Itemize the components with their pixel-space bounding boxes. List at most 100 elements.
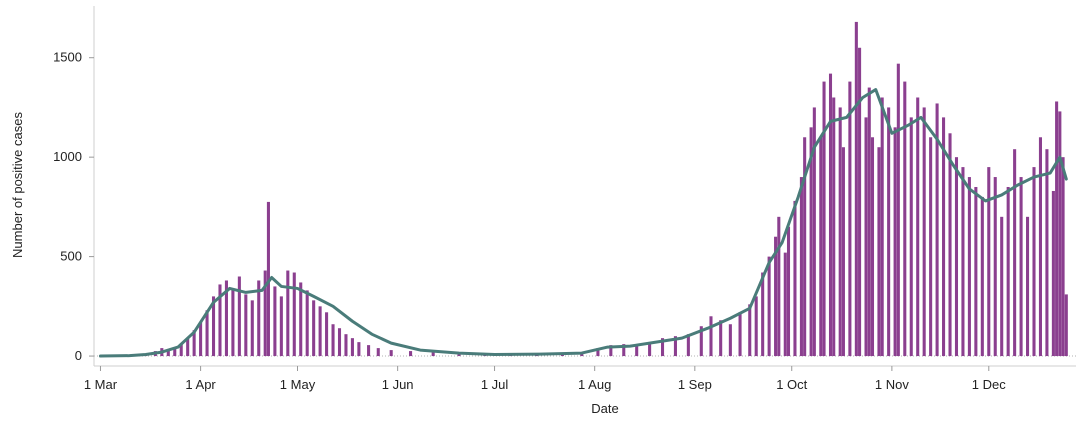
y-axis: 0 500 1000 1500 — [53, 6, 95, 366]
case-bar — [967, 177, 971, 357]
case-bar — [812, 107, 816, 357]
case-bar — [954, 157, 959, 357]
rolling-average-line — [98, 88, 1068, 358]
case-bar — [337, 328, 342, 357]
case-bar — [305, 290, 309, 357]
case-bar — [218, 284, 222, 357]
case-bar — [738, 312, 742, 357]
case-bar — [224, 280, 228, 357]
case-bar — [166, 350, 170, 357]
case-bar — [699, 326, 703, 357]
y-axis-title: Number of positive cases — [10, 112, 25, 258]
case-bar — [848, 81, 852, 357]
x-tick-label: 1 Nov — [875, 377, 909, 392]
case-bar — [870, 137, 875, 357]
case-bar — [767, 256, 771, 357]
case-bar — [903, 81, 907, 357]
case-bar — [648, 342, 652, 357]
case-bar — [858, 47, 862, 357]
case-bar — [660, 338, 665, 357]
x-tick-label: 1 Apr — [185, 377, 216, 392]
case-bar — [819, 137, 823, 357]
y-tick-label: 1500 — [53, 50, 82, 65]
x-tick-label: 1 Jun — [382, 377, 414, 392]
case-bar — [777, 216, 781, 357]
case-bar — [192, 330, 196, 357]
y-tick-label: 0 — [75, 348, 82, 363]
case-bar — [263, 270, 267, 357]
case-bar — [596, 348, 600, 357]
case-bar — [799, 177, 803, 357]
case-bar — [880, 97, 884, 357]
case-bar — [250, 300, 254, 357]
case-bar — [1061, 157, 1065, 357]
case-bar — [211, 296, 216, 357]
case-bar — [173, 347, 177, 357]
case-bar — [748, 304, 752, 357]
x-axis-title: Date — [591, 401, 618, 416]
case-bar — [922, 107, 926, 357]
case-bar — [786, 226, 791, 357]
case-bar — [864, 117, 868, 357]
case-bar — [987, 167, 991, 357]
case-bar — [993, 177, 997, 357]
case-bar — [974, 186, 978, 357]
case-bar — [793, 200, 797, 357]
case-bar — [893, 127, 897, 357]
case-bar — [867, 87, 871, 357]
case-bar — [828, 73, 833, 357]
case-bar — [841, 147, 845, 357]
case-bar — [832, 97, 836, 357]
case-bar — [1038, 137, 1042, 357]
case-bar — [273, 286, 277, 357]
case-bar — [244, 294, 248, 357]
case-bar — [1045, 149, 1049, 357]
case-bar — [179, 344, 183, 357]
case-bar — [186, 338, 190, 357]
case-bar — [1019, 177, 1023, 357]
case-bar — [942, 117, 946, 357]
case-bar — [350, 338, 354, 357]
case-bar — [948, 133, 952, 357]
case-bar — [728, 324, 732, 357]
case-bar — [367, 345, 371, 357]
case-bar — [961, 167, 965, 357]
case-bar — [622, 344, 626, 357]
y-tick-label: 1000 — [53, 149, 82, 164]
case-bar — [935, 103, 939, 357]
case-bar — [709, 316, 713, 357]
case-bar — [635, 346, 639, 357]
case-bar — [809, 127, 813, 357]
case-bar — [409, 351, 413, 357]
case-bar — [803, 137, 807, 357]
case-bar — [205, 310, 209, 357]
case-bar — [774, 236, 778, 357]
case-bar — [1051, 190, 1055, 357]
plot-area — [94, 21, 1076, 358]
case-bar — [257, 280, 261, 357]
case-bar — [286, 270, 290, 357]
case-bar — [292, 272, 296, 357]
x-tick-label: 1 Oct — [776, 377, 807, 392]
case-bar — [431, 352, 435, 357]
case-bar — [299, 282, 303, 357]
case-bar — [877, 147, 881, 357]
case-bar — [854, 21, 858, 357]
x-tick-label: 1 Aug — [578, 377, 611, 392]
case-bar — [389, 350, 393, 357]
case-bar — [980, 196, 984, 357]
x-tick-label: 1 Sep — [678, 377, 712, 392]
case-bar — [719, 320, 723, 357]
case-bar — [896, 63, 900, 357]
case-bar — [609, 345, 613, 357]
case-bar — [279, 296, 283, 357]
case-bar — [1026, 216, 1030, 357]
case-bar — [318, 306, 322, 357]
x-tick-label: 1 Jul — [481, 377, 509, 392]
case-bar — [822, 81, 826, 357]
case-bar — [783, 252, 787, 357]
case-bar — [909, 117, 913, 357]
case-bar — [376, 348, 380, 357]
case-bar — [331, 324, 335, 357]
x-tick-label: 1 Mar — [84, 377, 118, 392]
